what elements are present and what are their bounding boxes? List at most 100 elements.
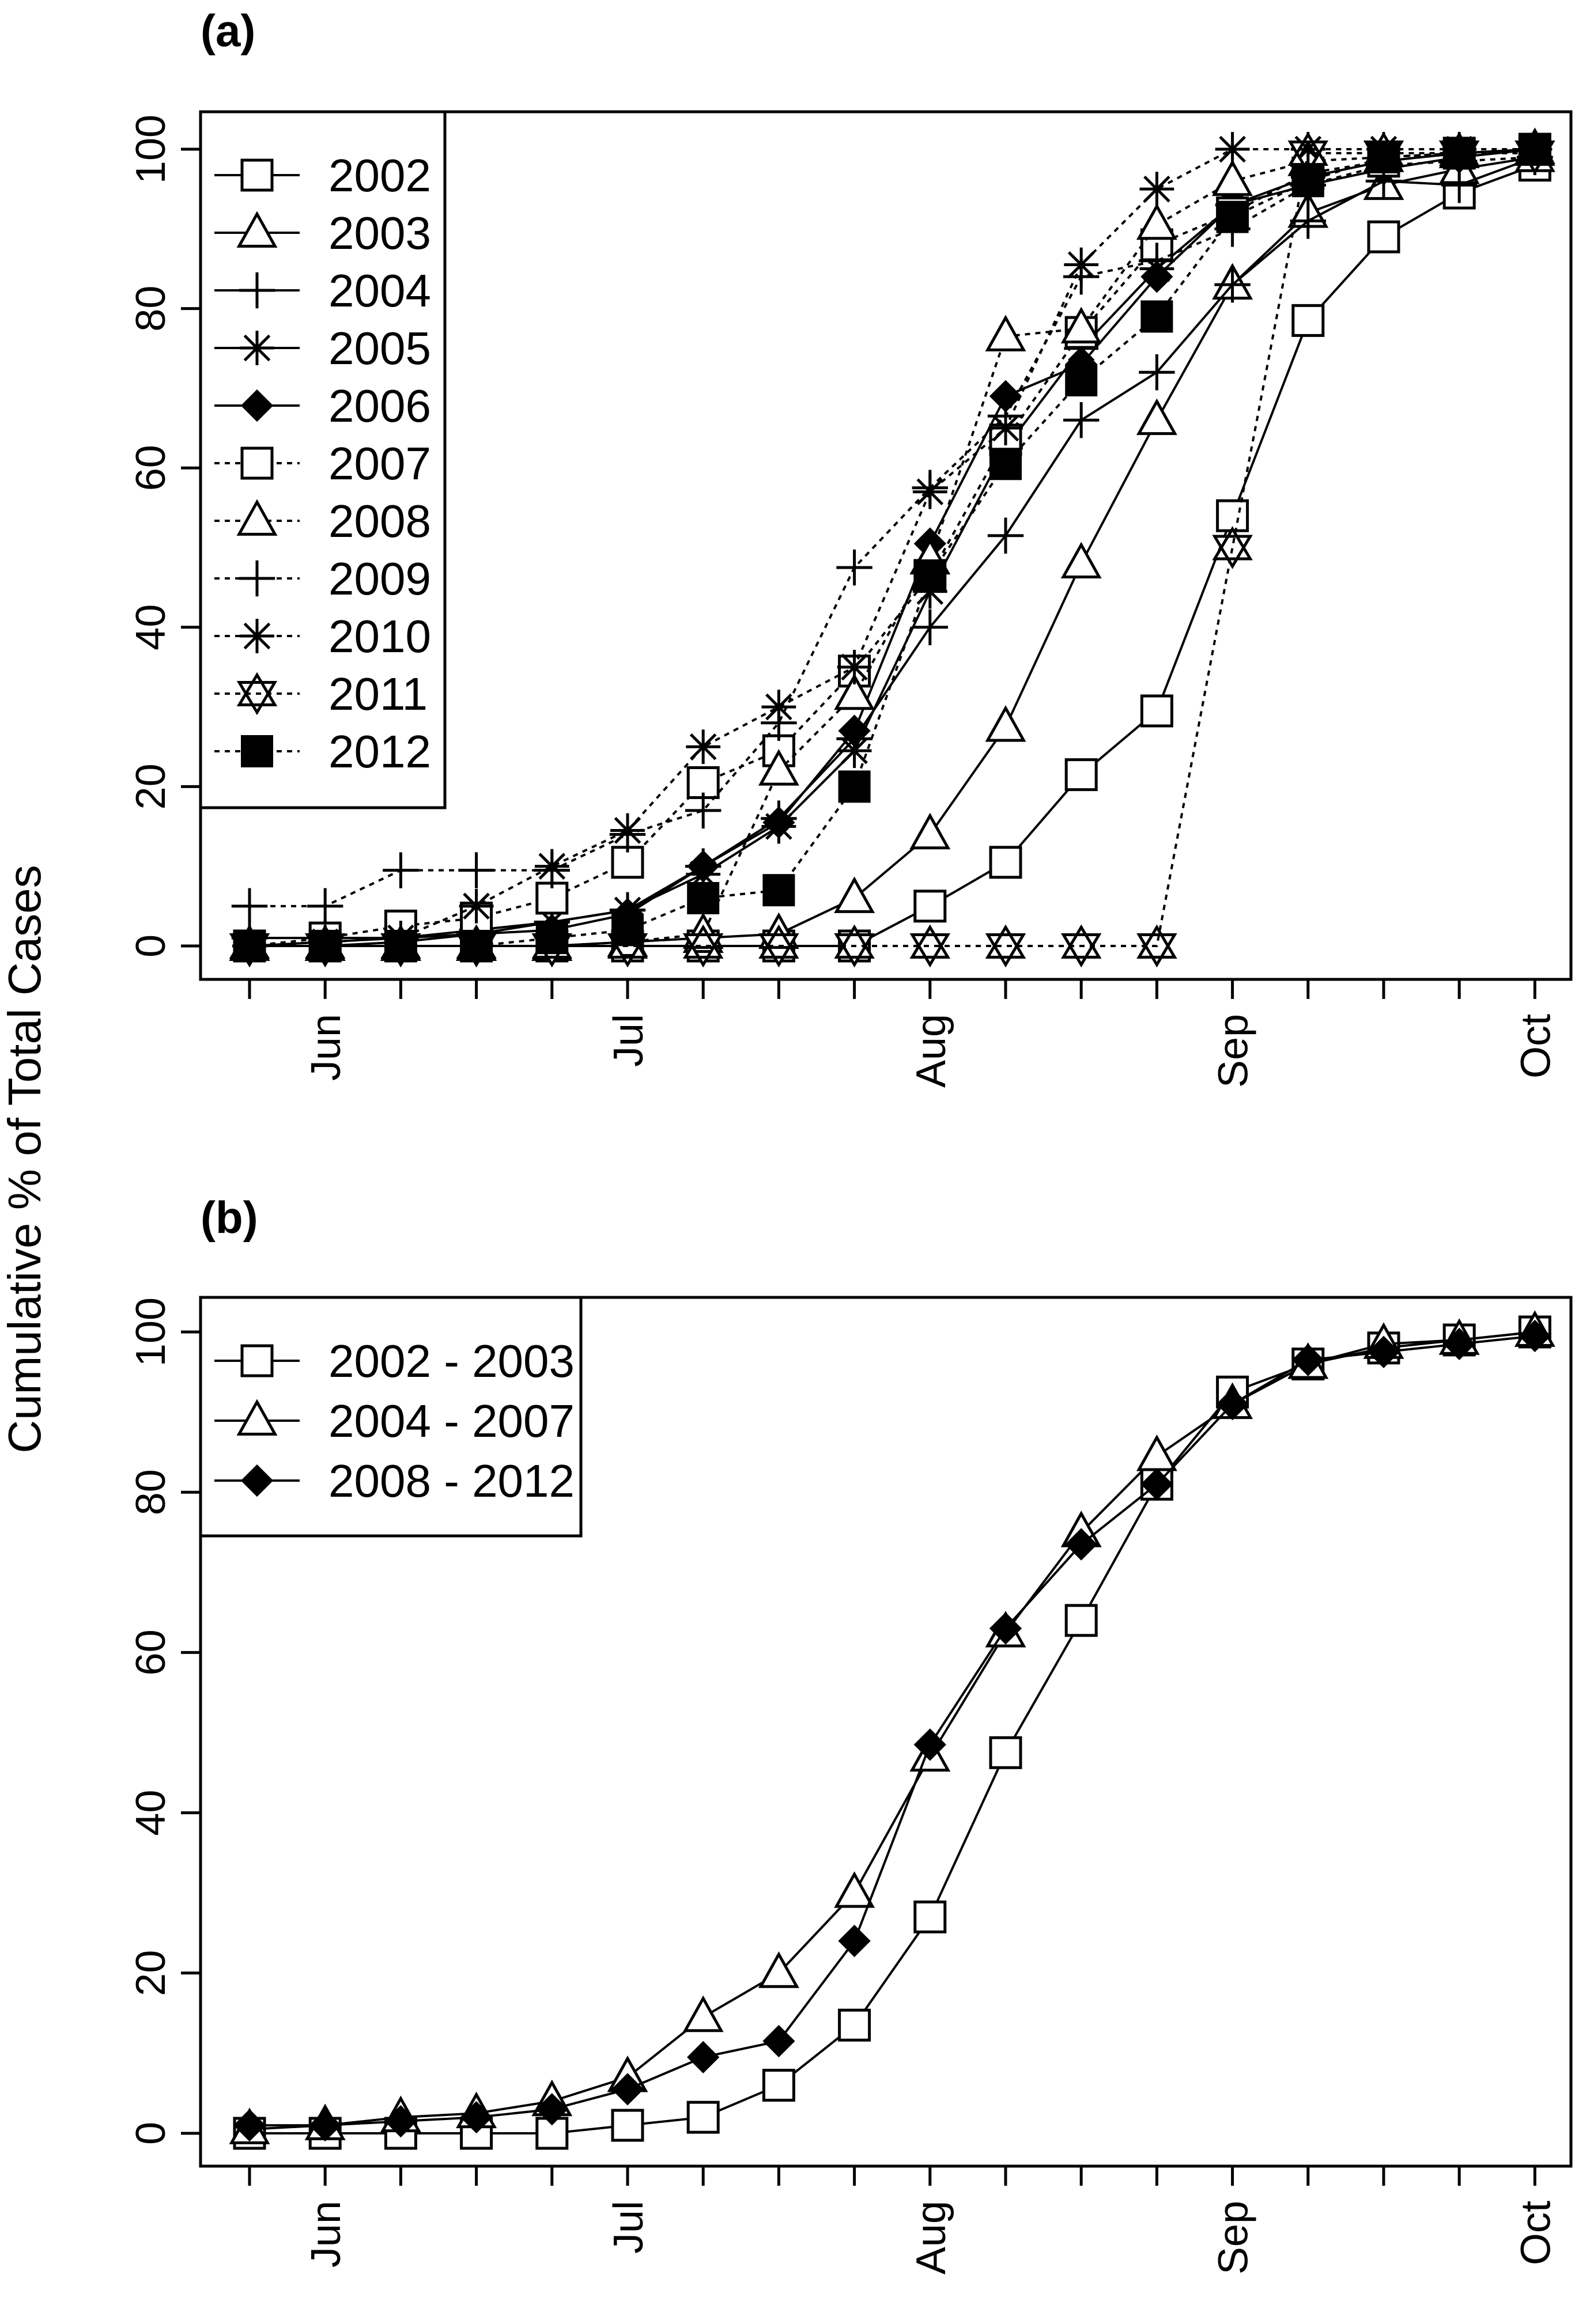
y-tick-label: 80 [128, 286, 174, 332]
legend-label: 2009 [328, 553, 431, 604]
legend-label: 2007 [328, 438, 431, 489]
data-point [837, 733, 872, 769]
legend-label: 2010 [328, 611, 431, 662]
data-point [309, 930, 342, 962]
data-point [762, 806, 795, 839]
data-point [383, 852, 419, 888]
legend-label: 2008 [328, 495, 431, 547]
data-point [1064, 758, 1098, 792]
data-point [834, 876, 875, 913]
data-point [1136, 924, 1177, 968]
y-tick-label: 60 [128, 445, 174, 491]
legend: 2002 - 2003 2004 - 2007 2008 - 2012 [199, 1296, 583, 1538]
data-point [534, 849, 569, 884]
legend-label: 2006 [328, 380, 431, 432]
panel-label: (a) [201, 5, 255, 56]
data-point [687, 2041, 720, 2073]
legend-marker [240, 331, 274, 365]
legend-marker [236, 211, 278, 248]
data-point [1367, 1335, 1400, 1368]
data-point [610, 813, 645, 848]
data-point [611, 2073, 644, 2106]
data-point [837, 650, 872, 684]
data-point [309, 2109, 342, 2142]
data-point [686, 766, 720, 799]
data-point [686, 2100, 720, 2134]
data-point [1215, 132, 1250, 166]
data-point [1212, 526, 1253, 569]
series-2012 [233, 133, 1551, 962]
data-point [233, 930, 266, 962]
data-point [758, 1951, 799, 1988]
panel-b: (b) 0 20 40 60 80 100 Jun Jul Aug Sep Oct 2002 - 200… [128, 1192, 1573, 2274]
y-tick-label: 40 [128, 1790, 174, 1836]
y-tick-label: 60 [128, 1629, 174, 1675]
data-point [913, 1728, 946, 1761]
data-point [838, 714, 871, 747]
data-point [682, 1995, 724, 2032]
legend-marker [240, 158, 274, 192]
data-point [913, 890, 947, 923]
data-point [1136, 203, 1177, 240]
legend-label: 2002 [328, 150, 431, 201]
legend-marker [236, 672, 278, 716]
data-point [985, 315, 1026, 351]
data-point [762, 2069, 795, 2102]
data-point [909, 812, 951, 850]
data-point [460, 2101, 493, 2134]
data-point [1136, 398, 1177, 436]
x-tick-label: Oct [1513, 2201, 1559, 2265]
data-point [985, 924, 1026, 968]
data-point [384, 2105, 417, 2138]
legend-label: 2005 [328, 323, 431, 374]
legend-marker [240, 1464, 274, 1497]
data-point [989, 846, 1022, 879]
legend-label: 2003 [328, 207, 431, 259]
series-line [249, 148, 1535, 947]
data-point [1212, 159, 1253, 196]
data-point [834, 924, 875, 968]
data-point [1443, 1327, 1476, 1360]
y-tick-label: 40 [128, 604, 174, 650]
y-tick-label: 0 [128, 934, 174, 957]
data-point [384, 930, 417, 962]
data-point [838, 2008, 871, 2042]
legend-marker [239, 560, 275, 597]
data-point [989, 448, 1022, 480]
data-point [1060, 542, 1102, 579]
data-point [459, 888, 494, 923]
data-point [1368, 141, 1400, 173]
legend-marker [240, 446, 274, 480]
data-point [761, 690, 796, 724]
series-2008-2012 [233, 1319, 1551, 2142]
data-point [307, 888, 343, 925]
data-point [912, 609, 948, 645]
data-point [836, 549, 872, 586]
data-point [985, 705, 1026, 742]
data-point [535, 2093, 568, 2126]
legend-label: 2004 [328, 265, 431, 316]
legend-marker [241, 735, 273, 767]
data-point [1140, 1468, 1173, 1501]
y-tick-label: 20 [128, 763, 174, 809]
data-point [1060, 306, 1102, 344]
x-tick-label: Oct [1513, 1014, 1559, 1078]
data-point [1214, 266, 1251, 303]
data-point [1291, 1343, 1324, 1376]
x-tick-label: Aug [908, 1014, 954, 1088]
data-point [1065, 364, 1098, 397]
data-point [1065, 1528, 1098, 1561]
data-point [988, 411, 1023, 445]
panel-label: (b) [201, 1192, 258, 1243]
data-point [233, 2109, 266, 2142]
data-point [1140, 694, 1173, 728]
legend: 2002 2003 2004 2005 2006 2007 2008 2009 2010 2011… [199, 110, 447, 809]
data-point [909, 924, 951, 968]
y-tick-label: 0 [128, 2122, 174, 2145]
legend-marker [240, 389, 274, 422]
x-tick-label: Sep [1211, 1014, 1257, 1088]
data-point [1290, 203, 1326, 239]
legend-marker [236, 1399, 278, 1436]
